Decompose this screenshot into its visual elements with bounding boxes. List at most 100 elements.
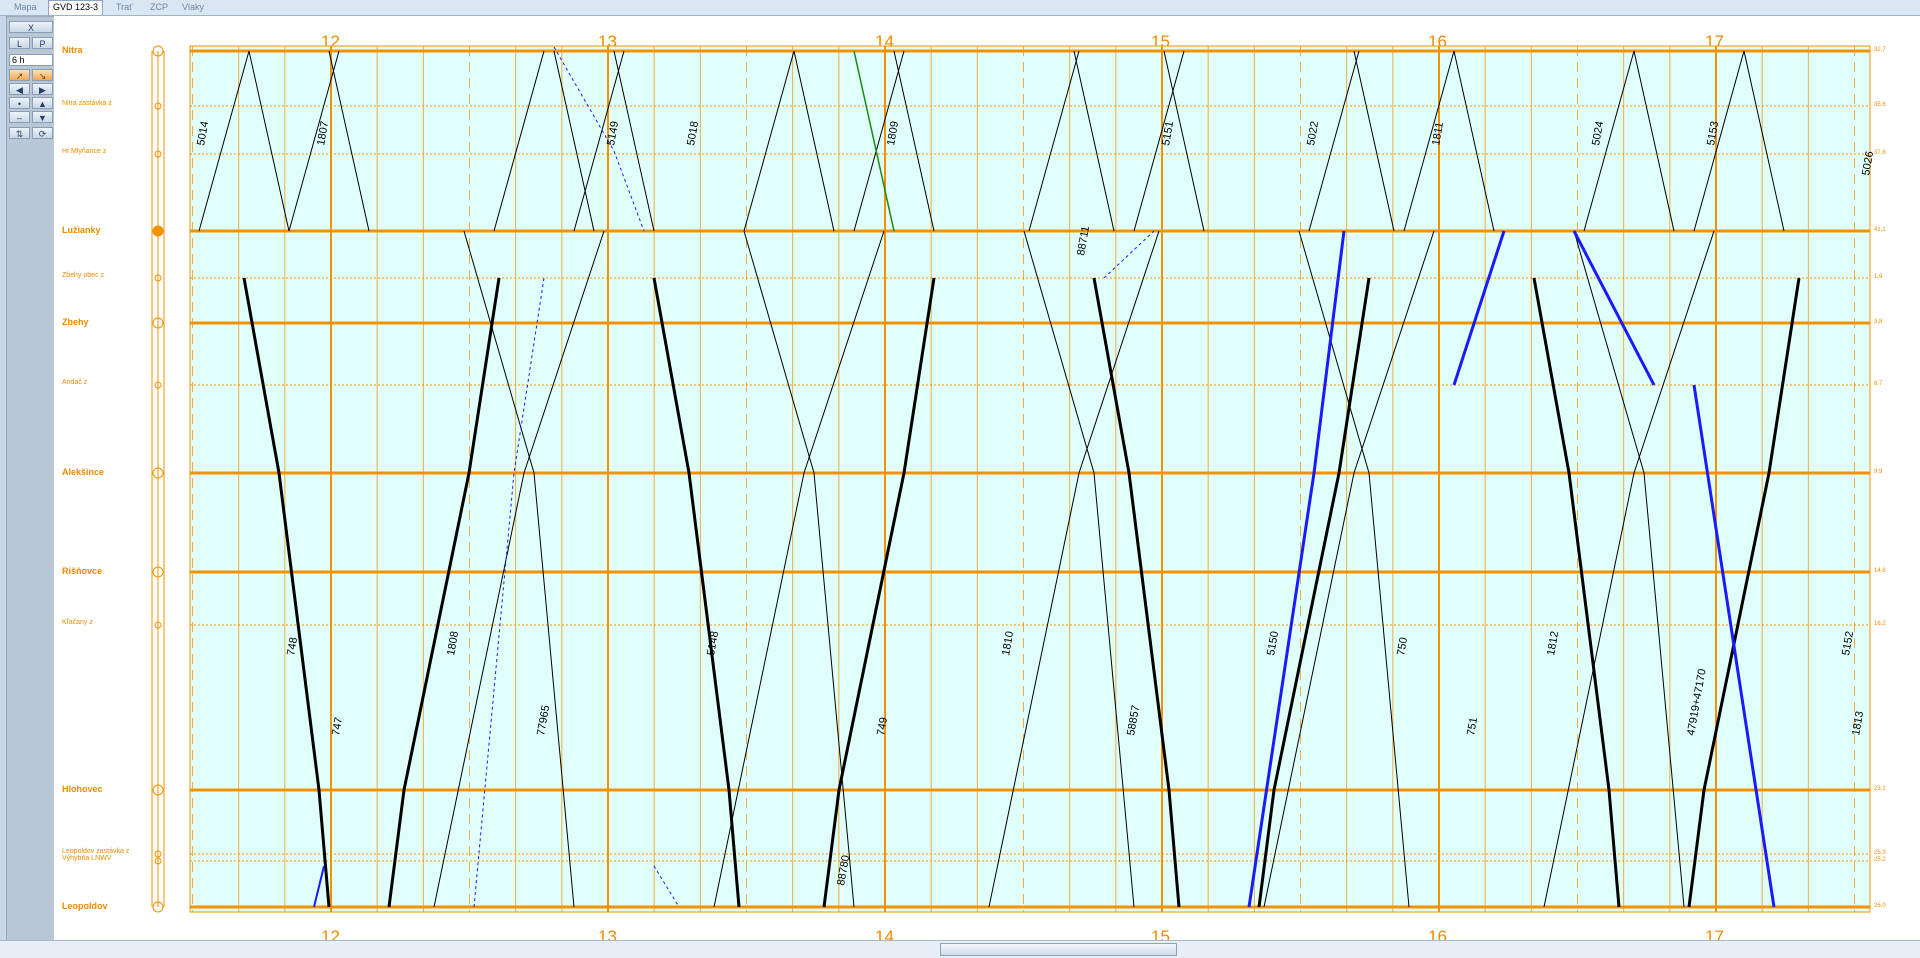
train-path <box>1453 50 1495 232</box>
station-km: 37,6 <box>1874 150 1886 156</box>
train-path <box>198 50 250 232</box>
tab-gvd[interactable]: GVD 123-3 <box>48 0 104 15</box>
special-train-path <box>1572 230 1656 386</box>
station-km: 6,7 <box>1874 381 1883 387</box>
train-path <box>1353 50 1395 232</box>
train-path <box>793 50 835 232</box>
train-number: 5024 <box>1590 120 1606 146</box>
close-button[interactable]: X <box>9 21 53 33</box>
special-train-path <box>1247 230 1346 908</box>
train-path <box>853 50 905 232</box>
minus-icon[interactable]: – <box>9 111 30 123</box>
train-path <box>1298 230 1410 908</box>
train-path <box>1263 230 1435 908</box>
train-path <box>433 230 605 908</box>
train-number: 5150 <box>1265 630 1281 656</box>
train-number: 77965 <box>535 704 552 736</box>
train-path <box>1573 230 1685 908</box>
train-number: 748 <box>285 636 300 656</box>
fast-train-path <box>652 277 741 908</box>
station-label: Rišňovce <box>62 566 103 576</box>
station-label: Alekšince <box>62 467 105 477</box>
tab-vlaky[interactable]: Vlaky <box>182 2 205 12</box>
right-button[interactable]: P <box>32 37 53 49</box>
train-path <box>328 50 370 232</box>
train-path <box>1403 50 1455 232</box>
fast-train-path <box>1257 277 1371 908</box>
station-label: Leopoldov zastávka z <box>62 848 130 855</box>
station-km: 9,9 <box>1874 469 1883 475</box>
station-label: Kľačany z <box>62 619 93 626</box>
tab-mapa[interactable]: Mapa <box>14 2 37 12</box>
train-path <box>713 230 885 908</box>
next-icon[interactable]: ▶ <box>32 83 53 95</box>
direction-b-icon[interactable]: ↘ <box>32 69 53 81</box>
up-icon[interactable]: ▲ <box>32 97 53 109</box>
train-number: 5148 <box>705 630 721 656</box>
train-path <box>1073 50 1115 232</box>
train-number: 58857 <box>1125 704 1142 736</box>
train-path <box>1583 50 1635 232</box>
fast-train-path <box>1687 277 1801 908</box>
train-number: 5022 <box>1305 120 1321 146</box>
train-number: 5153 <box>1705 120 1721 146</box>
train-number: 5151 <box>1160 120 1176 146</box>
fast-train-path <box>242 277 331 908</box>
swap-icon[interactable]: ⇅ <box>9 127 30 139</box>
train-path <box>573 50 625 232</box>
station-km: 1,9 <box>1874 274 1883 280</box>
period-select[interactable]: 6 h <box>9 54 53 66</box>
fast-train-path <box>1092 277 1181 908</box>
train-number: 1811 <box>1430 121 1446 146</box>
tab-trat[interactable]: Trať <box>116 2 133 12</box>
train-path <box>743 230 855 908</box>
refresh-icon[interactable]: ⟳ <box>32 127 53 139</box>
scrollbar-thumb[interactable] <box>940 943 1177 956</box>
direction-a-icon[interactable]: ↗ <box>9 69 30 81</box>
train-number: 1807 <box>315 120 331 146</box>
train-number: 751 <box>1465 716 1480 736</box>
train-path <box>1023 230 1135 908</box>
timetable-graph[interactable]: 5014 1807 5149 5018 1809 5151 5022 1811 5024 5153… <box>54 16 1920 940</box>
train-path <box>893 50 935 232</box>
tab-zcp[interactable]: ZCP <box>150 2 168 12</box>
train-path <box>1693 50 1745 232</box>
train-path <box>553 50 595 232</box>
train-number: 750 <box>1395 636 1410 656</box>
station-label: Andač z <box>62 379 88 386</box>
station-km: 32,7 <box>1874 47 1886 53</box>
station-label: Nitra zastávka z <box>62 100 112 107</box>
grid-background <box>189 45 1871 913</box>
train-number: 88780 <box>835 854 852 886</box>
train-path <box>1163 50 1205 232</box>
train-number: 1808 <box>445 630 461 656</box>
train-number: 5026 <box>1860 150 1876 176</box>
special-train-path <box>1692 384 1776 908</box>
special-train-path <box>1452 230 1506 386</box>
station-km: 35,6 <box>1874 102 1886 108</box>
station-km: 16,2 <box>1874 621 1886 627</box>
horizontal-scrollbar[interactable] <box>0 940 1920 958</box>
train-path <box>1028 50 1080 232</box>
train-path <box>288 50 340 232</box>
train-number: 749 <box>875 716 890 736</box>
tool-panel: X L P 6 h ↗ ↘ ◀ ▶ • ▲ – ▼ ⇅ ⟳ <box>6 16 56 942</box>
special-train-path <box>313 865 325 908</box>
station-label: Hr.Mlyňance z <box>62 148 107 155</box>
train-number: 1810 <box>1000 630 1016 656</box>
station-km: 14,8 <box>1874 568 1886 574</box>
fast-train-path <box>1532 277 1621 908</box>
train-path <box>1743 50 1785 232</box>
train-path <box>463 230 575 908</box>
special-train-path <box>473 277 545 908</box>
station-label: Leopoldov <box>62 901 108 911</box>
station-km: 23,1 <box>1874 786 1886 792</box>
timetable-canvas[interactable]: Nitra 32,7 Nitra zastávka z 35,6 Hr.Mlyňance… <box>54 16 1920 946</box>
freight-train-path <box>853 50 895 232</box>
down-icon[interactable]: ▼ <box>32 111 53 123</box>
prev-icon[interactable]: ◀ <box>9 83 30 95</box>
station-km: 41,1 <box>1874 227 1886 233</box>
train-path <box>613 50 655 232</box>
left-button[interactable]: L <box>9 37 30 49</box>
dot-icon[interactable]: • <box>9 97 30 109</box>
